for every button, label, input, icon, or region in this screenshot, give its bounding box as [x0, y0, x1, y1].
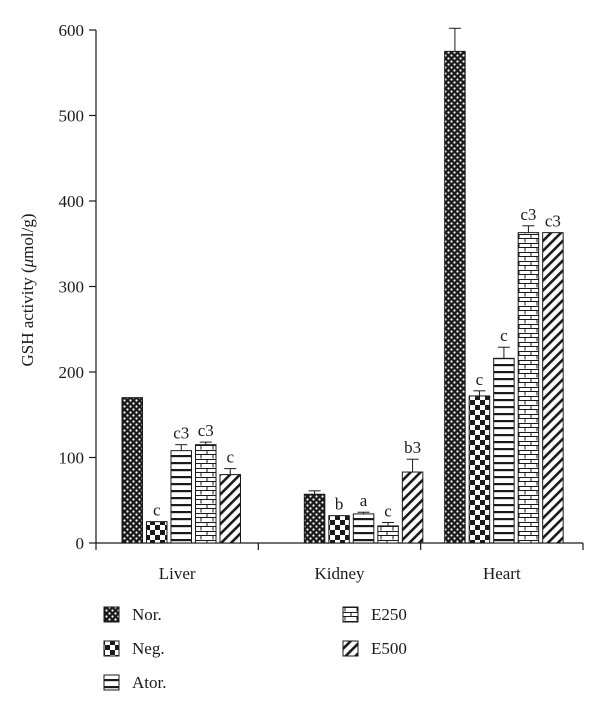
- legend-label: E500: [371, 639, 407, 658]
- significance-label: c: [153, 501, 161, 520]
- x-category-label: Liver: [159, 564, 196, 583]
- significance-label: b: [335, 495, 344, 514]
- bar: [444, 50, 466, 544]
- legend-label: Neg.: [132, 639, 165, 658]
- axis-layer: 0 100 200 300 400 500 600 Liver Kidney Heart: [59, 21, 584, 583]
- y-tick-label: 300: [59, 278, 85, 297]
- x-category-label: Heart: [483, 564, 521, 583]
- bar: [542, 232, 564, 544]
- bar: [401, 471, 424, 544]
- y-tick-label: 500: [59, 107, 85, 126]
- significance-label: c: [384, 501, 392, 520]
- significance-label: c: [476, 370, 484, 389]
- y-axis-title: GSH activity (μmol/g): [18, 213, 37, 366]
- legend-label: E250: [371, 605, 407, 624]
- bar: [517, 232, 540, 544]
- y-axis-title-rest: mol/g): [18, 213, 37, 258]
- bar: [377, 525, 399, 544]
- bar: [328, 515, 350, 544]
- significance-label: c3: [545, 212, 561, 231]
- bar: [468, 395, 491, 544]
- bar: [303, 493, 326, 544]
- legend-label: Nor.: [132, 605, 162, 624]
- significance-label: c3: [198, 421, 214, 440]
- bar: [195, 444, 217, 544]
- significance-label: c: [226, 448, 234, 467]
- legend-swatch: [103, 606, 120, 623]
- significance-label: c: [500, 326, 508, 345]
- y-tick-label: 0: [76, 534, 85, 553]
- significance-label: c3: [520, 205, 536, 224]
- legend-swatch: [103, 640, 120, 657]
- significance-label: b3: [404, 438, 421, 457]
- y-axis-title-unit: μ: [18, 259, 37, 269]
- bar: [170, 450, 192, 544]
- legend-swatch: [342, 640, 359, 657]
- legend-swatch: [342, 606, 359, 623]
- bar: [493, 357, 515, 544]
- x-category-label: Kidney: [314, 564, 365, 583]
- significance-label: a: [360, 491, 368, 510]
- y-axis-title-main: GSH activity (: [18, 267, 37, 366]
- legend: Nor. Neg. Ator. E250 E500: [103, 605, 407, 692]
- bar: [121, 397, 143, 544]
- significance-label: c3: [173, 424, 189, 443]
- bar: [352, 513, 375, 544]
- y-tick-label: 100: [59, 449, 85, 468]
- bar: [146, 521, 168, 544]
- bar: [219, 474, 241, 544]
- y-tick-label: 200: [59, 363, 85, 382]
- legend-swatch: [103, 674, 120, 691]
- legend-label: Ator.: [132, 673, 166, 692]
- y-tick-label: 600: [59, 21, 85, 40]
- y-tick-label: 400: [59, 192, 85, 211]
